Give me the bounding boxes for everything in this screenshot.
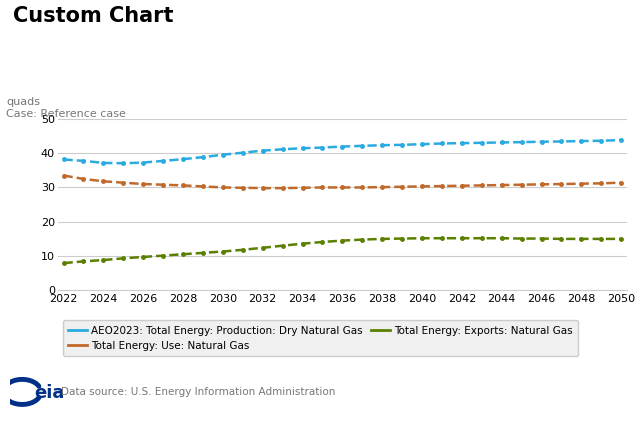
Legend: AEO2023: Total Energy: Production: Dry Natural Gas, Total Energy: Use: Natural G: AEO2023: Total Energy: Production: Dry N…	[63, 320, 578, 356]
Text: Data source: U.S. Energy Information Administration: Data source: U.S. Energy Information Adm…	[61, 387, 335, 397]
Text: Custom Chart: Custom Chart	[13, 6, 173, 26]
Text: eia: eia	[35, 384, 65, 402]
Text: Case: Reference case: Case: Reference case	[6, 109, 126, 119]
Text: quads: quads	[6, 97, 40, 107]
